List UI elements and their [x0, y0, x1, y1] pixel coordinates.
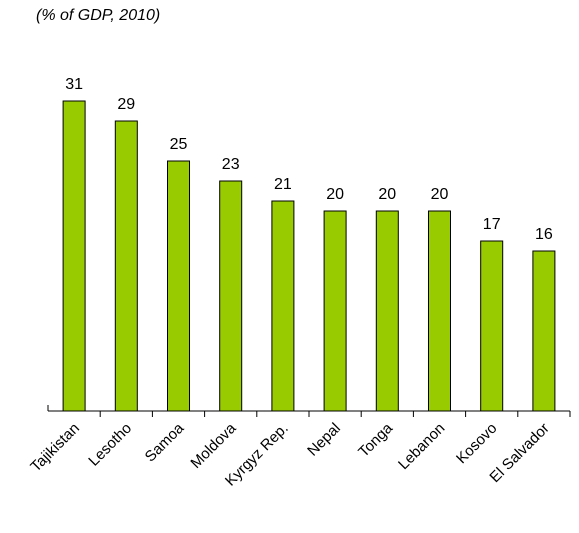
bar [271, 200, 295, 412]
x-tick-label: Kosovo [453, 420, 500, 467]
x-tick-label: Tajikistan [27, 420, 83, 476]
data-label: 20 [431, 186, 449, 203]
bar [219, 180, 243, 412]
data-label: 16 [535, 226, 553, 243]
bar [532, 250, 556, 412]
x-tick-label: Nepal [304, 420, 344, 460]
bar [480, 240, 504, 412]
data-label: 20 [378, 186, 396, 203]
bar [375, 210, 399, 412]
chart-subtitle: (% of GDP, 2010) [36, 7, 160, 24]
x-tick-label: Samoa [142, 419, 188, 465]
data-label: 31 [65, 76, 83, 93]
x-tick-label: Lebanon [395, 420, 448, 473]
data-label: 25 [170, 136, 188, 153]
x-tick-label: Moldova [187, 419, 240, 472]
x-tick-label: Lesotho [85, 420, 135, 470]
bar [114, 120, 138, 412]
data-label: 29 [117, 96, 135, 113]
data-label: 20 [326, 186, 344, 203]
bar [167, 160, 190, 412]
data-label: 23 [222, 156, 240, 173]
bar [323, 210, 347, 412]
data-label: 17 [483, 216, 501, 233]
x-tick-label: Tonga [355, 419, 396, 460]
data-label: 21 [274, 176, 292, 193]
bar [428, 210, 451, 412]
bar [62, 100, 86, 412]
